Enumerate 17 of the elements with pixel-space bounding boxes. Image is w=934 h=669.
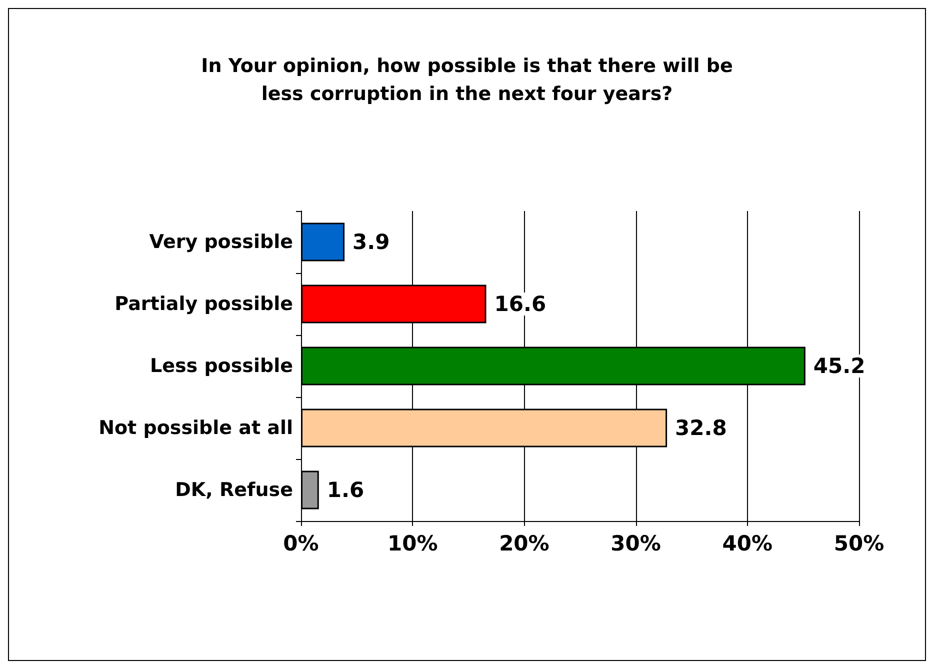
x-tick-label: 0% (283, 532, 319, 556)
data-label: 45.2 (813, 354, 866, 378)
x-tick-label: 20% (499, 532, 550, 556)
x-tick-label: 30% (610, 532, 661, 556)
chart-title: In Your opinion, how possible is that there will be less corruption in the next four years? (201, 55, 733, 105)
x-tick-label: 10% (387, 532, 438, 556)
y-tick-label: Very possible (149, 231, 293, 253)
data-label: 16.6 (494, 292, 546, 316)
data-label: 1.6 (326, 478, 364, 502)
y-tick-label: Less possible (150, 355, 293, 377)
x-tick-label: 50% (834, 532, 884, 556)
x-tick-label: 40% (722, 532, 773, 556)
y-tick-label: Not possible at all (98, 417, 293, 439)
data-label: 3.9 (352, 230, 390, 254)
y-tick-label: DK, Refuse (175, 479, 293, 501)
y-tick-label: Partialy possible (114, 293, 293, 315)
data-label: 32.8 (675, 416, 727, 440)
